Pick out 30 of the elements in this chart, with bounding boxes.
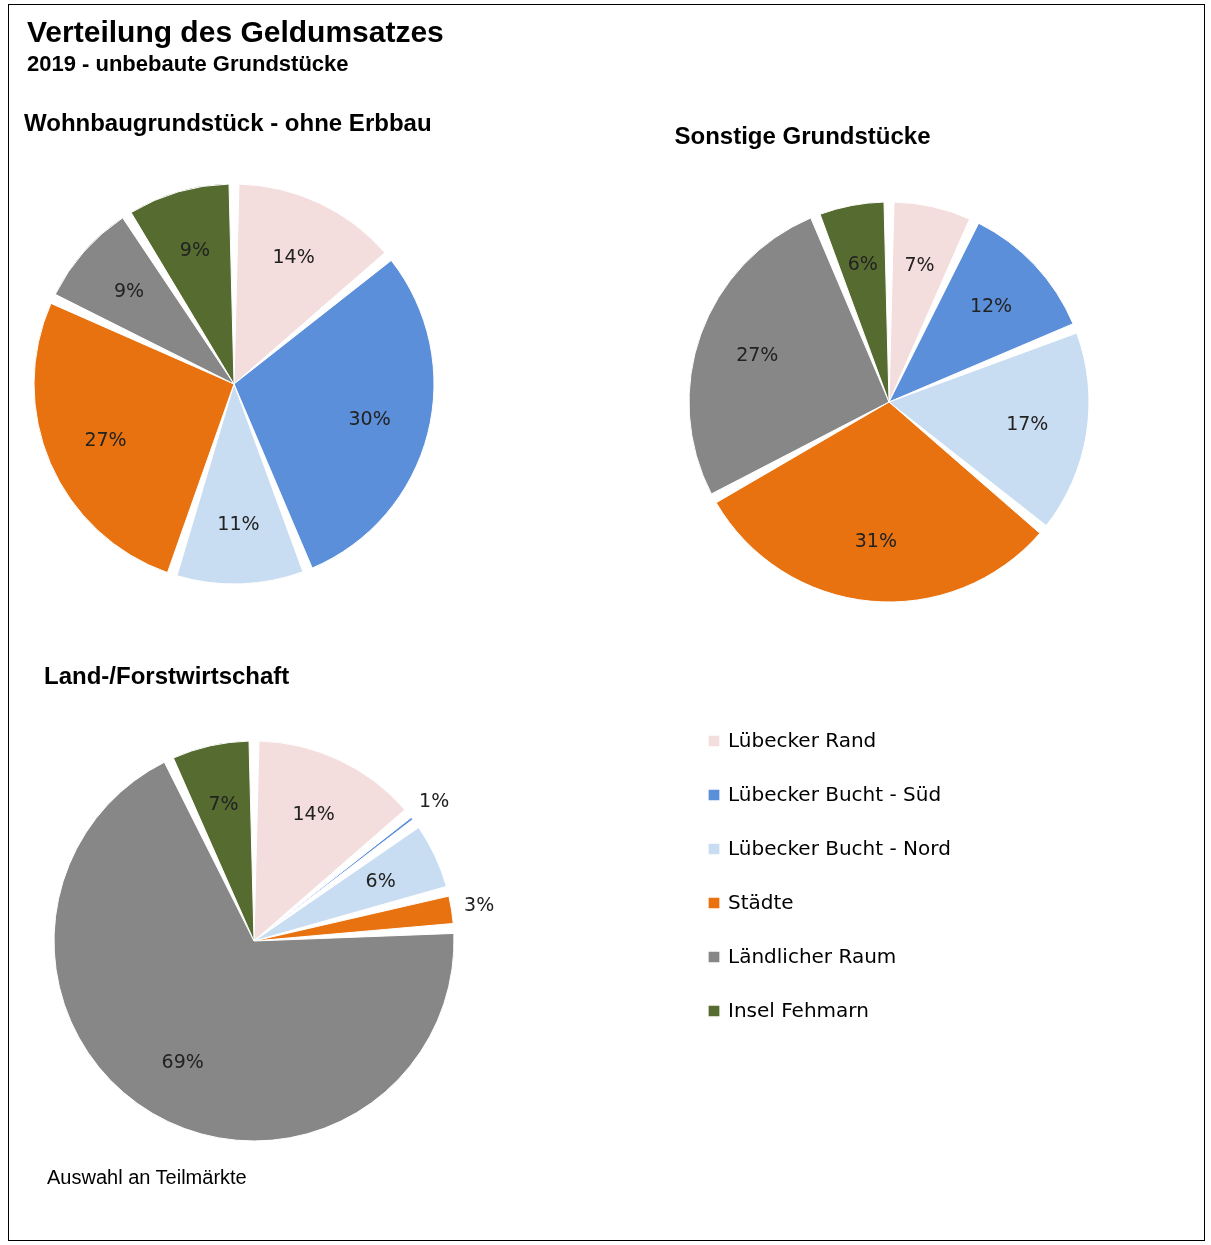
data-label: 14% [292,802,335,825]
chart-title: Sonstige Grundstücke [674,122,931,150]
chart-title: Land-/Forstwirtschaft [44,662,290,690]
legend-label: Städte [728,890,794,914]
data-label: 31% [854,529,897,552]
data-label: 12% [969,294,1013,317]
data-label: 7% [208,792,239,815]
text: 2019 - unbebaute Grundstücke [27,51,350,77]
data-label: 17% [1006,411,1049,434]
text: Auswahl an Teilmärkte [47,1166,248,1189]
legend-label: Insel Fehmarn [728,998,869,1022]
data-label: 6% [365,869,396,892]
legend-label: Lübecker Bucht - Süd [728,782,942,806]
data-label: 6% [847,252,878,275]
chart-title: Wohnbaugrundstück - ohne Erbbau [24,109,432,137]
data-label: 7% [904,253,935,276]
data-label: 1% [419,789,450,812]
data-label: 30% [348,406,391,429]
legend-label: Lübecker Bucht - Nord [728,836,951,860]
data-label: 9% [179,237,211,260]
data-label: 3% [464,893,495,916]
legend-label: Ländlicher Raum [728,944,897,968]
data-label: 14% [272,245,315,268]
legend-label: Lübecker Rand [728,728,877,752]
text: Verteilung des Geldumsatzes [27,15,445,49]
data-label: 27% [736,342,779,365]
data-label: 27% [84,427,127,450]
data-label: 11% [217,511,260,534]
data-label: 9% [113,279,145,302]
data-label: 69% [161,1049,204,1072]
